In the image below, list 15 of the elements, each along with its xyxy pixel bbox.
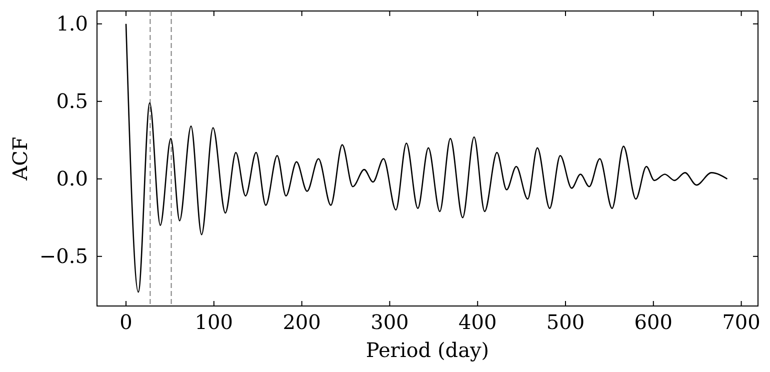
x-tick-label: 0 [120, 310, 132, 334]
x-tick-label: 700 [722, 310, 760, 334]
x-tick-label: 200 [282, 310, 321, 334]
x-axis-title: Period (day) [366, 338, 490, 362]
y-tick-label: 0.0 [56, 166, 88, 190]
x-tick-label: 600 [634, 310, 672, 334]
y-tick-label: 0.5 [56, 88, 88, 113]
y-axis-title: ACF [8, 136, 32, 182]
y-tick-label: 1.0 [56, 11, 88, 36]
x-tick-label: 100 [194, 310, 233, 334]
x-tick-label: 500 [546, 310, 585, 334]
x-tick-label: 400 [458, 310, 497, 334]
y-tick-label: −0.5 [39, 244, 88, 268]
line-series [125, 23, 728, 293]
x-tick-label: 300 [370, 310, 409, 334]
